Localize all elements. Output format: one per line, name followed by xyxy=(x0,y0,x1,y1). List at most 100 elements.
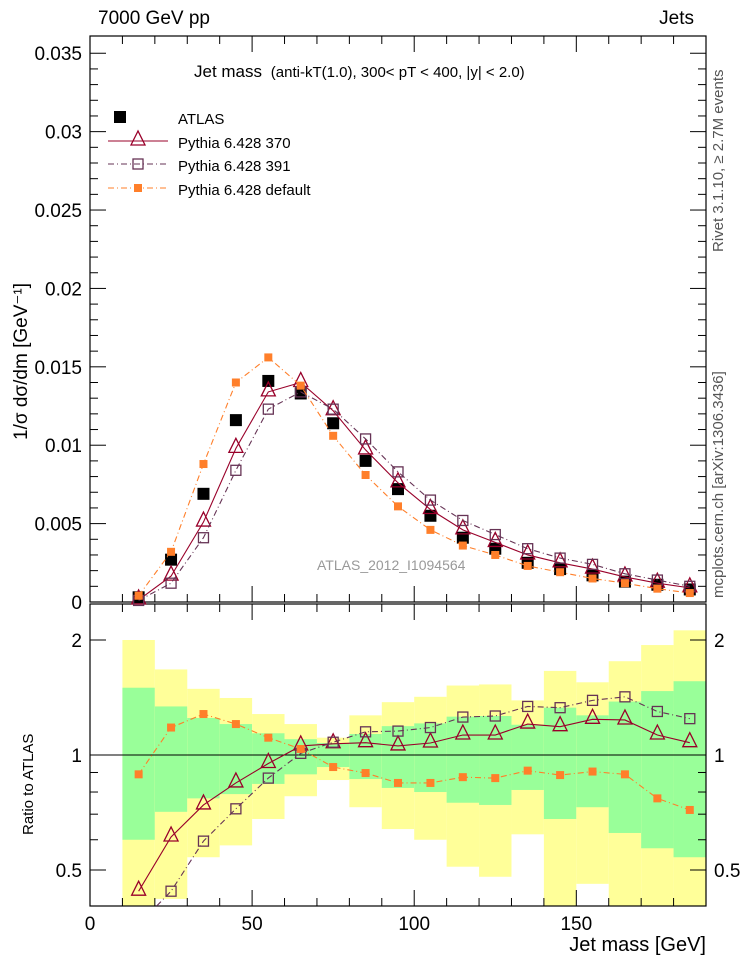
band-inner-bin xyxy=(122,687,155,840)
band-inner-bin xyxy=(479,715,512,805)
mcplots-label: mcplots.cern.ch [arXiv:1306.3436] xyxy=(710,371,727,598)
y-tick-label: 0.025 xyxy=(34,201,82,222)
data-point-p391 xyxy=(359,433,372,445)
legend-marker-default xyxy=(134,184,142,192)
ratio-point-p370 xyxy=(649,723,666,740)
data-point-p391 xyxy=(586,558,599,571)
data-point-default xyxy=(231,378,240,387)
ratio-y-tick-label: 0.5 xyxy=(56,861,82,882)
x-axis-label: Jet mass [GeV] xyxy=(569,934,706,956)
data-point-default xyxy=(620,579,629,588)
legend-marker-atlas xyxy=(114,111,126,123)
ratio-y-tick-label-right: 1 xyxy=(714,746,725,767)
data-point-p391 xyxy=(262,403,274,415)
legend-item-p391: Pythia 6.428 391 xyxy=(178,158,291,175)
data-point-default xyxy=(523,561,532,570)
legend: ATLAS Pythia 6.428 370 Pythia 6.428 391 … xyxy=(178,108,311,202)
ratio-point-p370 xyxy=(227,771,244,788)
ratio-point-default xyxy=(361,769,370,778)
data-point-p391 xyxy=(165,577,177,589)
data-point-p391 xyxy=(197,532,210,544)
data-point-p370 xyxy=(422,498,439,515)
x-tick-label: 100 xyxy=(398,914,430,935)
band-inner-bin xyxy=(608,701,642,833)
data-point-p391 xyxy=(392,466,404,478)
data-point-p391 xyxy=(554,552,566,564)
ratio-point-p370 xyxy=(163,825,180,842)
data-point-default xyxy=(394,502,402,511)
ratio-point-p391 xyxy=(457,711,469,723)
ratio-point-p391 xyxy=(230,803,242,815)
data-point-p391 xyxy=(424,494,437,506)
ratio-point-p370 xyxy=(389,734,407,751)
data-point-default xyxy=(361,471,370,480)
y-axis-label-ratio: Ratio to ATLAS xyxy=(20,733,37,835)
ratio-point-default xyxy=(394,778,402,787)
ratio-point-p370 xyxy=(195,793,212,810)
band-inner-bin xyxy=(511,724,544,790)
y-tick-label: 0.03 xyxy=(45,123,82,144)
band-inner-bin xyxy=(446,716,480,803)
ratio-point-default xyxy=(685,805,694,814)
ratio-point-default xyxy=(199,710,208,719)
band-inner-bin xyxy=(641,691,674,849)
ratio-point-default xyxy=(491,774,500,783)
ratio-point-p391 xyxy=(619,691,631,703)
data-point-default xyxy=(167,547,176,556)
data-point-default xyxy=(491,550,500,559)
ratio-point-p391 xyxy=(586,694,599,707)
data-point-default xyxy=(134,591,143,600)
data-point-p391 xyxy=(230,464,242,476)
data-point-default xyxy=(199,460,208,469)
ratio-point-p391 xyxy=(197,835,210,847)
data-point-p370 xyxy=(227,436,244,453)
data-point-p370 xyxy=(163,564,180,581)
data-point-atlas xyxy=(327,417,340,430)
legend-item-default: Pythia 6.428 default xyxy=(178,181,311,199)
x-tick-label: 0 xyxy=(85,914,96,935)
header-right: Jets xyxy=(659,8,694,29)
ratio-point-p370 xyxy=(357,731,374,748)
ratio-line-default xyxy=(138,713,690,811)
ratio-point-p391 xyxy=(489,710,501,722)
ratio-point-default xyxy=(620,770,629,779)
band-inner-bin xyxy=(576,715,609,808)
rivet-label: Rivet 3.1.10, ≥ 2.7M events xyxy=(710,69,727,253)
ratio-point-p370 xyxy=(130,879,147,896)
data-point-p370 xyxy=(357,438,374,455)
y-tick-label: 0 xyxy=(71,593,82,614)
ratio-point-p370 xyxy=(681,731,698,748)
ratio-point-p370 xyxy=(552,715,569,732)
analysis-watermark: ATLAS_2012_I1094564 xyxy=(317,557,466,573)
data-point-atlas xyxy=(197,487,210,500)
ratio-point-p391 xyxy=(392,725,404,737)
ratio-point-default xyxy=(556,771,565,780)
ratio-point-default xyxy=(296,744,305,753)
ratio-point-p391 xyxy=(651,705,664,718)
ratio-y-tick-label-right: 2 xyxy=(714,631,725,652)
data-point-p370 xyxy=(260,380,277,397)
ratio-point-p391 xyxy=(262,772,274,784)
x-tick-label: 150 xyxy=(560,914,592,935)
data-point-atlas xyxy=(456,531,469,544)
data-point-p370 xyxy=(454,518,471,535)
plot-title-sub: (anti-kT(1.0), 300< pT < 400, |y| < 2.0) xyxy=(270,64,525,81)
ratio-point-default xyxy=(231,720,240,729)
ratio-point-p370 xyxy=(260,752,277,769)
ratio-point-p391 xyxy=(424,721,437,734)
band-inner-bin xyxy=(187,717,220,799)
data-point-p370 xyxy=(519,543,536,560)
data-point-default xyxy=(556,568,565,577)
ratio-point-p370 xyxy=(616,708,633,725)
ratio-point-p391 xyxy=(359,726,372,738)
data-point-p370 xyxy=(195,510,212,527)
y-tick-label: 0.02 xyxy=(45,279,82,300)
y-tick-label: 0.005 xyxy=(34,515,82,536)
data-point-p391 xyxy=(522,543,534,555)
ratio-y-tick-label: 1 xyxy=(71,746,82,767)
ratio-point-p370 xyxy=(584,707,601,724)
y-tick-label: 0.01 xyxy=(45,436,82,457)
data-point-default xyxy=(685,589,694,598)
